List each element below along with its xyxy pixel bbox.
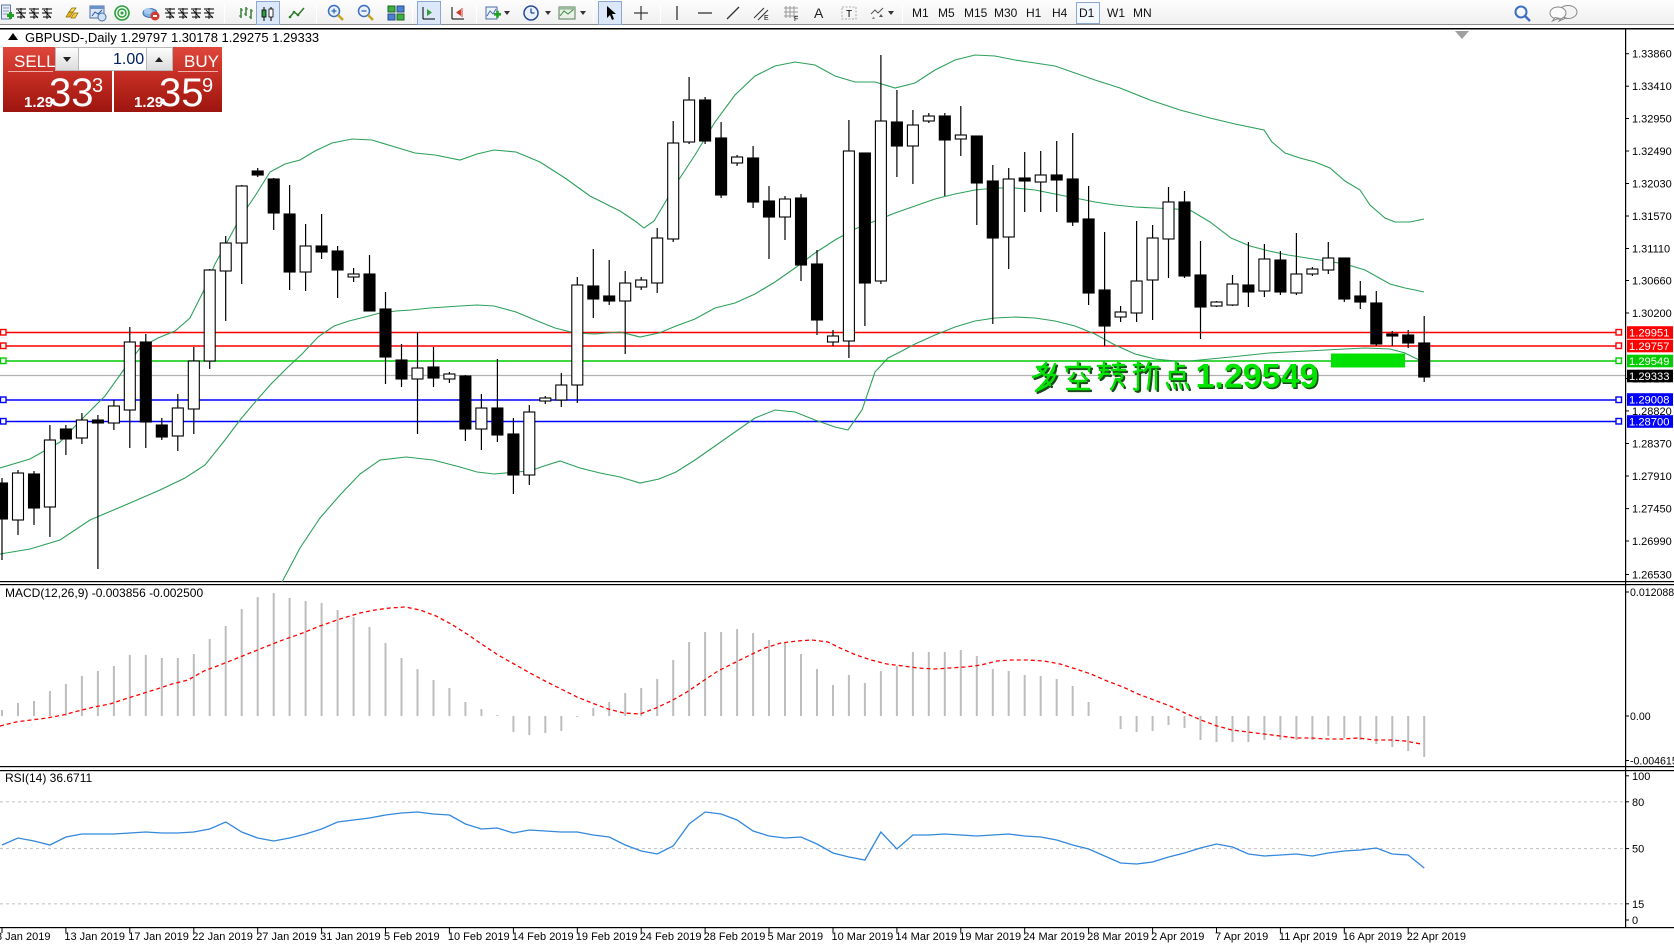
svg-text:7 Apr 2019: 7 Apr 2019 — [1215, 931, 1268, 943]
svg-text:28 Feb 2019: 28 Feb 2019 — [704, 931, 766, 943]
svg-text:1.29549: 1.29549 — [1196, 358, 1319, 396]
svg-text:1.30200: 1.30200 — [1632, 308, 1672, 320]
svg-text:14 Feb 2019: 14 Feb 2019 — [512, 931, 574, 943]
svg-text:27 Jan 2019: 27 Jan 2019 — [256, 931, 317, 943]
svg-text:100: 100 — [1632, 771, 1650, 783]
svg-text:5 Feb 2019: 5 Feb 2019 — [384, 931, 440, 943]
svg-text:24 Feb 2019: 24 Feb 2019 — [640, 931, 702, 943]
svg-text:GBPUSD-,Daily 1.29797 1.30178: GBPUSD-,Daily 1.29797 1.30178 1.29275 1.… — [25, 30, 319, 45]
svg-text:1.29549: 1.29549 — [1629, 356, 1669, 368]
svg-text:1.31570: 1.31570 — [1632, 211, 1672, 223]
svg-text:19 Feb 2019: 19 Feb 2019 — [576, 931, 638, 943]
svg-text:T: T — [846, 9, 852, 20]
svg-text:10 Mar 2019: 10 Mar 2019 — [832, 931, 894, 943]
svg-text:2 Apr 2019: 2 Apr 2019 — [1151, 931, 1204, 943]
svg-text:0.012088: 0.012088 — [1630, 587, 1674, 599]
svg-text:1.28820: 1.28820 — [1632, 406, 1672, 418]
svg-text:0.00: 0.00 — [1630, 711, 1651, 723]
svg-text:16 Apr 2019: 16 Apr 2019 — [1343, 931, 1402, 943]
svg-text:13 Jan 2019: 13 Jan 2019 — [64, 931, 125, 943]
svg-text:MACD(12,26,9) -0.003856 -0.002: MACD(12,26,9) -0.003856 -0.002500 — [5, 586, 203, 600]
svg-text:19 Mar 2019: 19 Mar 2019 — [959, 931, 1021, 943]
svg-text:1.26530: 1.26530 — [1632, 570, 1672, 582]
svg-text:1.32950: 1.32950 — [1632, 114, 1672, 126]
svg-text:17 Jan 2019: 17 Jan 2019 — [128, 931, 189, 943]
svg-text:80: 80 — [1632, 797, 1644, 809]
svg-text:1.29757: 1.29757 — [1629, 341, 1669, 353]
svg-text:11 Apr 2019: 11 Apr 2019 — [1279, 931, 1338, 943]
svg-text:1.33860: 1.33860 — [1632, 49, 1672, 61]
svg-text:F: F — [794, 16, 798, 22]
svg-text:1.29951: 1.29951 — [1629, 328, 1669, 340]
svg-text:14 Mar 2019: 14 Mar 2019 — [895, 931, 957, 943]
svg-text:1.27910: 1.27910 — [1632, 471, 1672, 483]
svg-text:5 Mar 2019: 5 Mar 2019 — [768, 931, 824, 943]
svg-text:1.29549: 1.29549 — [1197, 359, 1320, 397]
svg-text:1.32490: 1.32490 — [1632, 146, 1672, 158]
svg-text:-0.004615: -0.004615 — [1630, 756, 1674, 768]
svg-text:8 Jan 2019: 8 Jan 2019 — [0, 931, 50, 943]
svg-text:31 Jan 2019: 31 Jan 2019 — [320, 931, 381, 943]
svg-text:10 Feb 2019: 10 Feb 2019 — [448, 931, 510, 943]
svg-text:RSI(14) 36.6711: RSI(14) 36.6711 — [5, 771, 92, 785]
svg-text:1.27450: 1.27450 — [1632, 504, 1672, 516]
svg-text:0: 0 — [1632, 915, 1638, 927]
svg-text:15: 15 — [1632, 899, 1644, 911]
svg-text:1.31110: 1.31110 — [1632, 244, 1670, 256]
svg-text:1.29333: 1.29333 — [1629, 371, 1669, 383]
svg-text:1.30660: 1.30660 — [1632, 276, 1672, 288]
svg-text:22 Apr 2019: 22 Apr 2019 — [1407, 931, 1466, 943]
svg-text:1.33410: 1.33410 — [1632, 81, 1672, 93]
svg-text:22 Jan 2019: 22 Jan 2019 — [192, 931, 253, 943]
svg-text:E: E — [764, 15, 769, 22]
svg-text:50: 50 — [1632, 844, 1644, 856]
svg-text:1.28370: 1.28370 — [1632, 439, 1672, 451]
svg-text:1.32030: 1.32030 — [1632, 179, 1672, 191]
svg-text:1.28700: 1.28700 — [1629, 417, 1669, 429]
svg-text:1.29008: 1.29008 — [1629, 395, 1669, 407]
svg-text:24 Mar 2019: 24 Mar 2019 — [1023, 931, 1085, 943]
svg-text:28 Mar 2019: 28 Mar 2019 — [1087, 931, 1149, 943]
svg-text:1.26990: 1.26990 — [1632, 536, 1672, 548]
